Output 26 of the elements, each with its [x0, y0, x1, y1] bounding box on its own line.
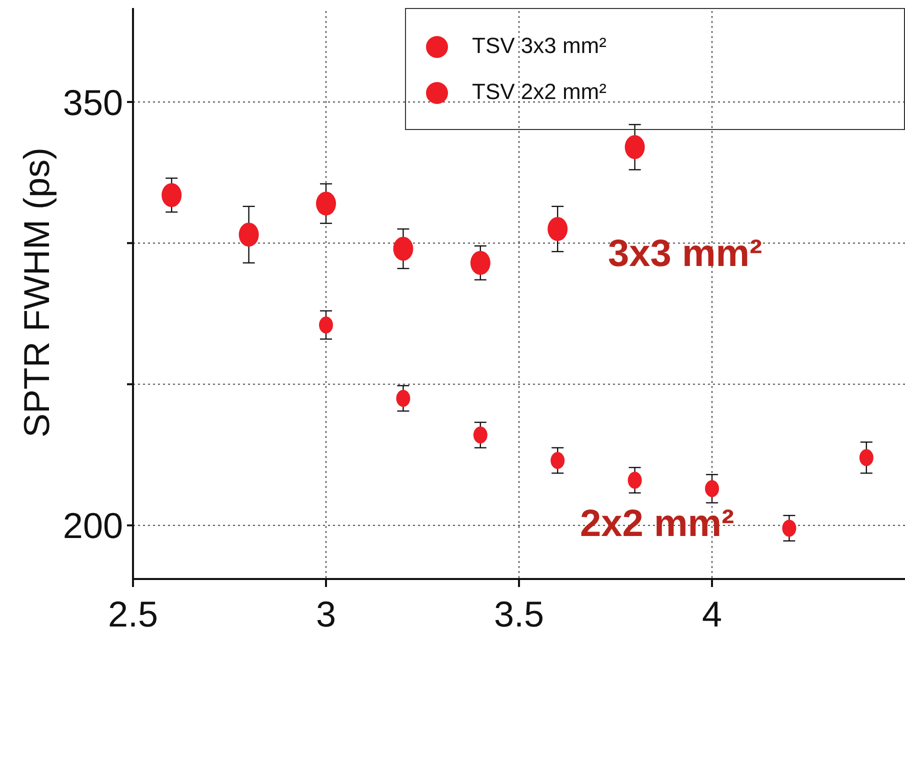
- point: [705, 480, 719, 498]
- point: [624, 135, 645, 160]
- x-tick-label: 3.5: [494, 594, 544, 635]
- point: [628, 472, 642, 489]
- point: [859, 449, 874, 466]
- point: [316, 192, 336, 216]
- y-axis-title: SPTR FWHM (ps): [16, 148, 57, 438]
- point: [162, 183, 182, 208]
- point: [473, 426, 488, 444]
- point: [470, 250, 490, 275]
- annotation: 2x2 mm²: [580, 503, 734, 546]
- point: [550, 452, 565, 469]
- annotation: 3x3 mm²: [608, 233, 762, 276]
- y-tick-label: 200: [62, 505, 123, 546]
- point: [548, 216, 568, 241]
- x-tick-label: 4: [702, 594, 722, 635]
- point: [393, 236, 414, 261]
- point: [782, 520, 796, 537]
- legend-label: TSV 3x3 mm²: [472, 33, 606, 58]
- point: [396, 390, 410, 407]
- point: [319, 316, 333, 334]
- x-tick-label: 3: [316, 594, 336, 635]
- y-tick-label: 350: [62, 82, 123, 123]
- x-tick-label: 2.5: [108, 594, 158, 635]
- legend-label: TSV 2x2 mm²: [472, 79, 606, 104]
- point: [238, 222, 259, 247]
